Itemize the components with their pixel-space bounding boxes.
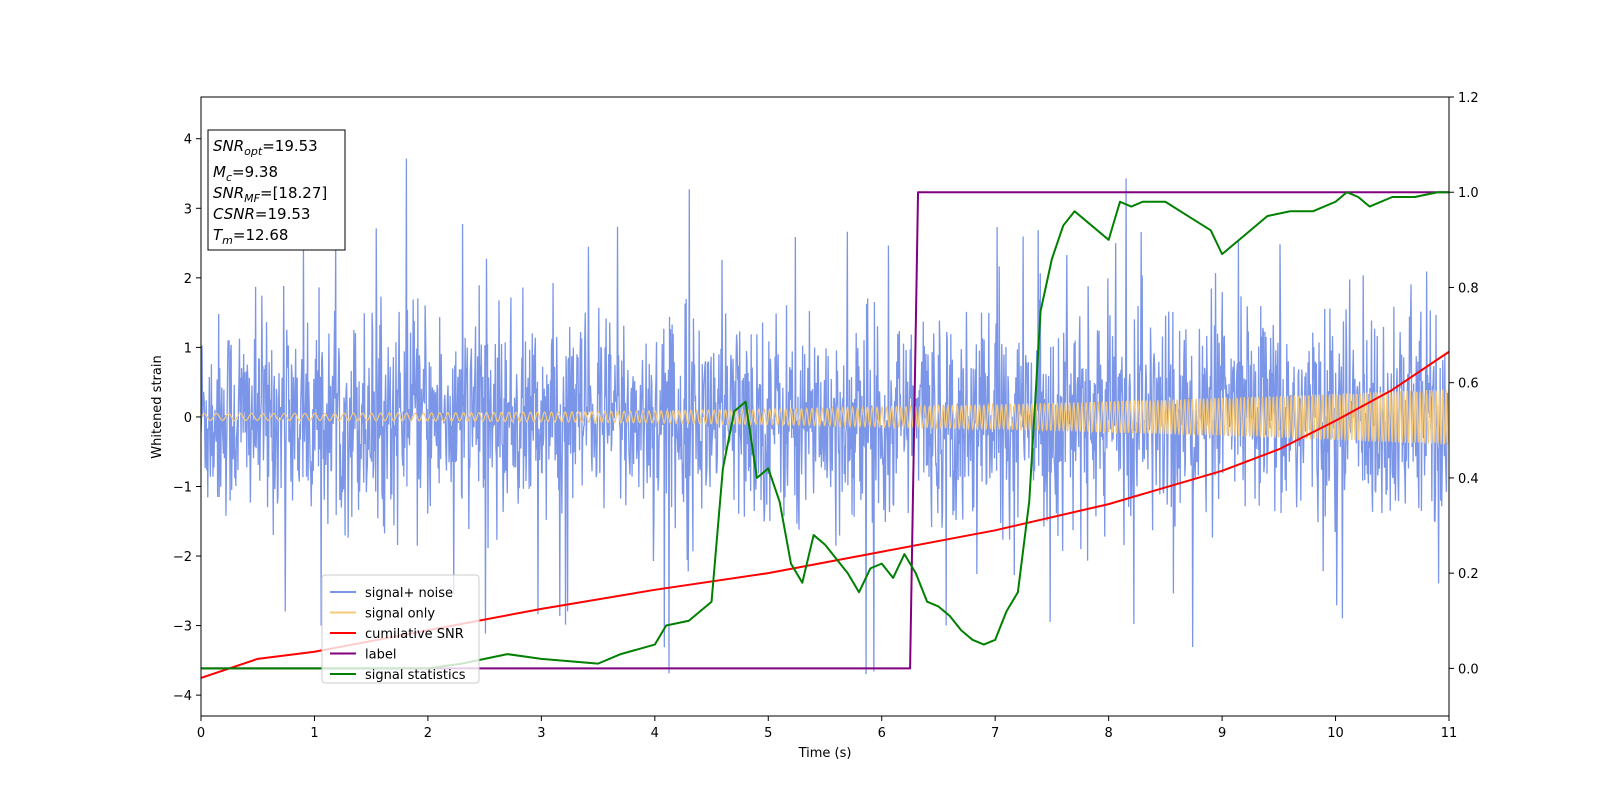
label-line <box>201 191 1449 670</box>
y-right-tick-label: 0.6 <box>1458 377 1479 392</box>
x-tick-label: 2 <box>424 726 432 741</box>
y-right-tick-label: 0.0 <box>1458 662 1479 677</box>
legend-label: signal+ noise <box>365 586 453 601</box>
y-right-tick-label: 0.4 <box>1458 472 1479 487</box>
annotation-snr-mf: SNRMF=[18.27] <box>213 184 327 205</box>
annotation-tm: Tm=12.68 <box>213 226 288 247</box>
y-left-tick-label: 2 <box>184 272 192 287</box>
y-left-tick-label: 1 <box>184 341 192 356</box>
plot-frame <box>200 96 1450 717</box>
x-tick-label: 9 <box>1218 726 1226 741</box>
x-tick-label: 4 <box>651 726 659 741</box>
y-right-axis-ticks: 0.0 0.2 0.4 0.6 0.8 1.0 1.2 <box>1449 91 1479 677</box>
x-tick-label: 10 <box>1327 726 1344 741</box>
x-axis-label: Time (s) <box>798 746 852 761</box>
x-tick-label: 7 <box>991 726 999 741</box>
annotation-mc: Mc=9.38 <box>213 163 278 184</box>
x-axis-ticks: 0 1 2 3 4 5 6 7 8 9 10 11 <box>197 716 1457 741</box>
y-left-tick-label: −4 <box>173 689 192 704</box>
annotation-csnr: CSNR=19.53 <box>213 205 310 223</box>
y-right-tick-label: 1.2 <box>1458 91 1479 106</box>
y-left-tick-label: 0 <box>184 411 192 426</box>
signal-noise-line <box>201 158 1449 675</box>
x-tick-label: 11 <box>1441 726 1458 741</box>
signal-only-series <box>201 389 1449 445</box>
y-left-tick-label: 3 <box>184 202 192 217</box>
x-tick-label: 5 <box>764 726 772 741</box>
legend-label: label <box>365 648 396 663</box>
x-tick-label: 6 <box>878 726 886 741</box>
legend-label: signal statistics <box>365 668 466 683</box>
y-left-axis-ticks: −4 −3 −2 −1 0 1 2 3 4 <box>173 133 201 704</box>
y-right-tick-label: 1.0 <box>1458 186 1479 201</box>
y-left-tick-label: 4 <box>184 133 192 148</box>
y-left-tick-label: −3 <box>173 620 192 635</box>
legend-label: signal only <box>365 607 435 622</box>
x-tick-label: 0 <box>197 726 205 741</box>
signal-noise-series <box>201 158 1449 675</box>
x-tick-label: 8 <box>1104 726 1112 741</box>
legend: signal+ noise signal only cumilative SNR la… <box>321 574 480 684</box>
annotation-snr-opt: SNRopt=19.53 <box>213 137 318 158</box>
y-right-tick-label: 0.2 <box>1458 567 1479 582</box>
y-left-tick-label: −2 <box>173 550 192 565</box>
y-left-tick-label: −1 <box>173 480 192 495</box>
legend-label: cumilative SNR <box>365 627 464 642</box>
y-right-tick-label: 0.8 <box>1458 281 1479 296</box>
signal-only-line <box>201 389 1449 445</box>
y-axis-label: Whitened strain <box>150 355 165 458</box>
annotation-box: SNRopt=19.53 Mc=9.38 SNRMF=[18.27] CSNR=… <box>207 129 346 251</box>
x-tick-label: 1 <box>310 726 318 741</box>
x-tick-label: 3 <box>537 726 545 741</box>
signal-statistics-line <box>201 191 1449 670</box>
